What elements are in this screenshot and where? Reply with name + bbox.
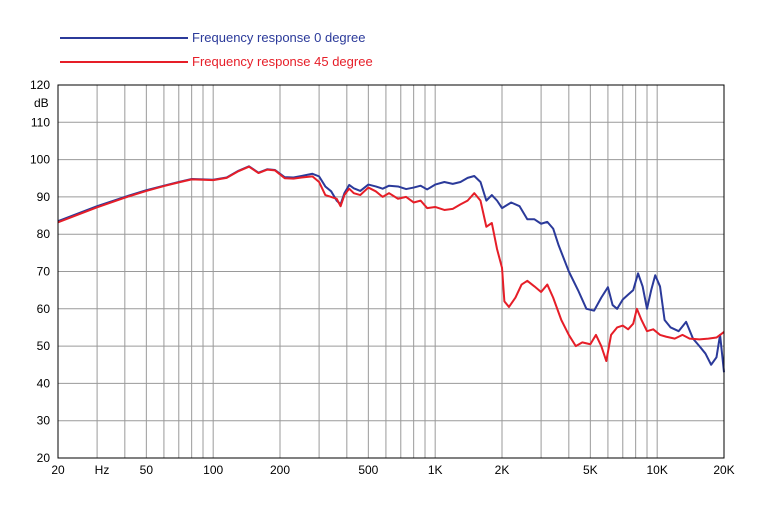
x-unit-label: Hz — [95, 463, 110, 477]
y-tick-label: 80 — [37, 227, 51, 241]
y-tick-label: 110 — [31, 115, 50, 129]
x-tick-label: 200 — [270, 463, 290, 477]
tick-labels: 20 30 40 50 60 70 80 90 100 110 120 20 50 100 200 500 1K… — [30, 78, 735, 477]
y-tick-label: 30 — [37, 414, 51, 428]
x-tick-label: 500 — [358, 463, 378, 477]
x-tick-label: 2K — [495, 463, 510, 477]
y-tick-label: 120 — [30, 78, 50, 92]
y-unit-label: dB — [34, 96, 49, 110]
x-tick-label: 1K — [428, 463, 443, 477]
y-tick-label: 50 — [37, 339, 51, 353]
y-tick-label: 40 — [37, 376, 51, 390]
legend: Frequency response 0 degree Frequency re… — [60, 30, 373, 69]
y-tick-label: 90 — [37, 190, 51, 204]
x-tick-label: 50 — [140, 463, 154, 477]
x-tick-label: 20K — [713, 463, 734, 477]
series — [57, 165, 725, 373]
axis-labels: dB Hz — [34, 96, 109, 477]
y-tick-label: 70 — [37, 265, 51, 279]
y-tick-label: 20 — [37, 451, 51, 465]
legend-label-0-degree: Frequency response 0 degree — [192, 30, 365, 45]
x-tick-label: 100 — [203, 463, 223, 477]
x-tick-label: 10K — [646, 463, 667, 477]
y-tick-label: 60 — [37, 302, 51, 316]
series-line-45-degree — [57, 165, 725, 363]
plot-frame — [57, 84, 725, 459]
grid — [58, 85, 724, 458]
legend-label-45-degree: Frequency response 45 degree — [192, 54, 373, 69]
y-tick-label: 100 — [30, 153, 50, 167]
x-tick-label: 5K — [583, 463, 598, 477]
x-tick-label: 20 — [51, 463, 65, 477]
